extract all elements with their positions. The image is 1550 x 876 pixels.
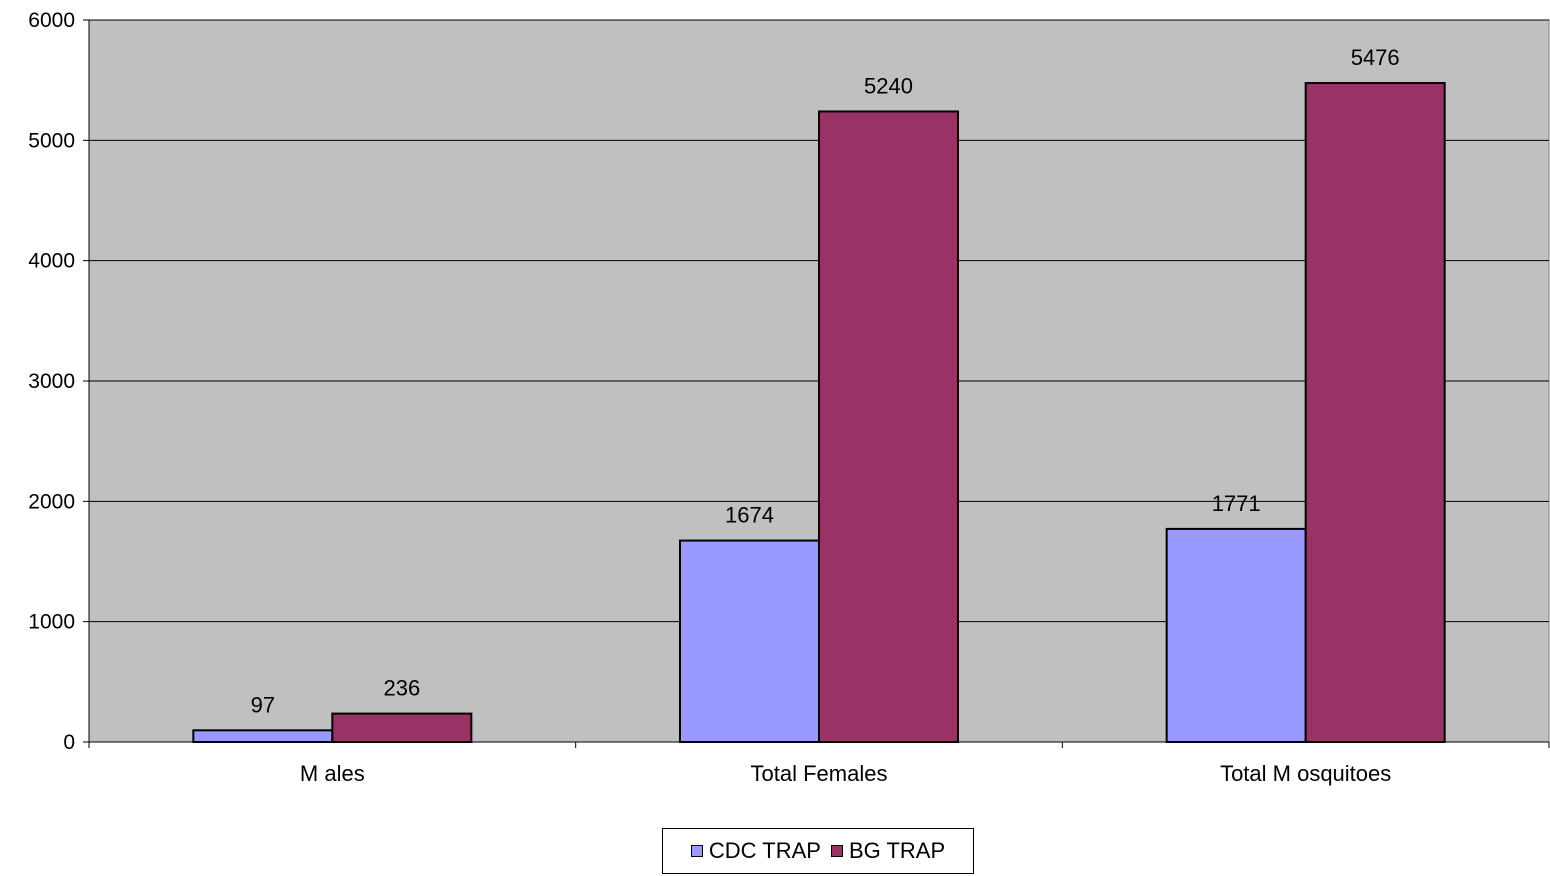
legend-swatch-bg	[830, 845, 843, 857]
bar-bg-2	[1304, 82, 1446, 743]
y-tick-label-1: 1000	[28, 611, 75, 634]
bar-bg-0	[331, 712, 473, 743]
legend-label-cdc: CDC TRAP	[708, 838, 821, 863]
data-label-cdc-1: 1674	[725, 503, 774, 528]
data-label-cdc-0: 97	[251, 692, 275, 717]
y-tick-label-6: 6000	[28, 9, 75, 32]
y-tick-label-5: 5000	[28, 129, 75, 152]
y-tick-label-3: 3000	[28, 370, 75, 393]
bar-cdc-2	[1165, 527, 1307, 743]
legend-item-bg: BG TRAP	[830, 838, 946, 864]
y-tick-label-2: 2000	[28, 490, 75, 513]
legend-label-bg: BG TRAP	[848, 838, 946, 863]
bar-cdc-0	[192, 729, 334, 743]
category-label-0: M ales	[300, 761, 365, 786]
y-tick-label-4: 4000	[28, 250, 75, 273]
category-label-2: Total M osquitoes	[1220, 761, 1391, 786]
bar-cdc-1	[679, 539, 820, 744]
legend-item-cdc: CDC TRAP	[690, 838, 821, 864]
data-label-bg-0: 236	[383, 676, 420, 701]
category-label-1: Total Females	[751, 761, 888, 786]
data-label-bg-1: 5240	[864, 73, 913, 98]
bar-bg-1	[818, 110, 959, 744]
y-tick-label-0: 0	[63, 731, 75, 754]
legend-swatch-cdc	[690, 845, 703, 857]
data-label-cdc-2: 1771	[1212, 491, 1261, 516]
data-label-bg-2: 5476	[1351, 45, 1400, 70]
legend: CDC TRAP BG TRAP	[662, 828, 974, 874]
